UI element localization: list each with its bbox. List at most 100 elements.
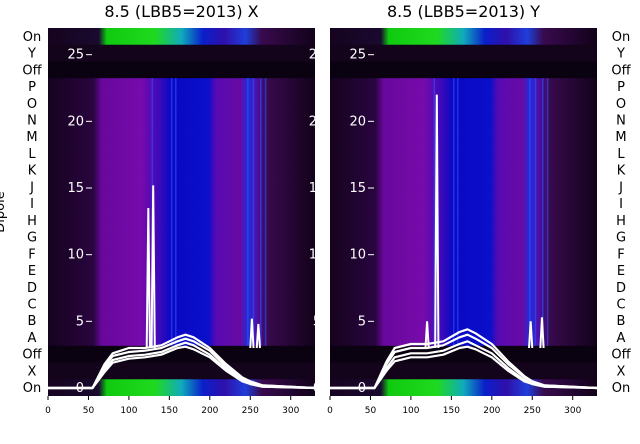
x-tick-label: 300 xyxy=(564,406,581,416)
heatmap-row-off xyxy=(48,61,315,79)
heatmap-streak xyxy=(170,78,173,346)
chart-title: 8.5 (LBB5=2013) X xyxy=(104,2,258,21)
row-label: N xyxy=(27,114,37,129)
heatmap-row-e xyxy=(330,262,597,280)
row-label: C xyxy=(27,298,36,313)
heatmap-row-d xyxy=(48,278,315,297)
row-label: O xyxy=(27,97,37,112)
row-label: O xyxy=(616,97,626,112)
row-label: Y xyxy=(616,47,625,62)
heatmap-streak xyxy=(534,78,537,346)
heatmap-row-x xyxy=(330,362,597,380)
row-label: On xyxy=(23,30,41,45)
heatmap-row-k xyxy=(48,161,315,180)
overlay-series-0 xyxy=(330,328,597,390)
overlay-ytick-label: 25 xyxy=(349,48,366,63)
row-label: X xyxy=(28,364,37,379)
heatmap-row-m xyxy=(330,128,597,146)
heatmap-row-d xyxy=(330,278,597,297)
row-label: A xyxy=(617,331,626,346)
row-label: M xyxy=(615,130,626,145)
heatmap-row-c xyxy=(330,295,597,313)
row-label: Off xyxy=(611,348,631,363)
heatmap-row-y xyxy=(330,44,597,62)
y-axis-label: Dipole xyxy=(0,191,8,232)
heatmap-row-y xyxy=(48,44,315,62)
heatmap-row-j xyxy=(48,178,315,196)
x-tick-label: 100 xyxy=(120,406,137,416)
overlay-series-0 xyxy=(48,333,315,390)
overlay-ytick-label: 5 xyxy=(76,314,84,329)
overlay-ytick-label: 15 xyxy=(349,181,366,196)
overlay-spike-3 xyxy=(539,317,545,349)
chart-title: 8.5 (LBB5=2013) Y xyxy=(387,2,540,21)
overlay-ytick-label-edge: 20 xyxy=(309,114,326,129)
overlay-spike-1 xyxy=(434,94,440,349)
row-label: K xyxy=(28,164,37,179)
heatmap-row-m xyxy=(48,128,315,146)
row-label: F xyxy=(28,247,35,262)
heatmap-row-n xyxy=(48,111,315,129)
overlay-ytick-label-edge: 15 xyxy=(309,181,326,196)
row-label: P xyxy=(617,80,625,95)
overlay-spike-0 xyxy=(145,207,151,349)
heatmap-row-off xyxy=(330,345,597,364)
overlay-ytick-label: 0 xyxy=(358,381,366,396)
heatmap-row-g xyxy=(48,228,315,246)
overlay-spike-2 xyxy=(249,318,255,349)
heatmap-streak xyxy=(259,78,262,346)
heatmap-row-h xyxy=(48,212,315,230)
heatmap-streak xyxy=(264,78,267,346)
x-tick-label: 200 xyxy=(483,406,500,416)
overlay-spike-1 xyxy=(150,185,156,349)
row-label: I xyxy=(619,197,623,212)
overlay-ytick-label: 15 xyxy=(67,181,84,196)
row-label: B xyxy=(617,314,626,329)
heatmap-streak xyxy=(457,78,459,346)
overlay-ytick-label-edge: 0 xyxy=(313,381,321,396)
row-label: Off xyxy=(611,63,631,78)
overlay-ytick-label: 10 xyxy=(349,248,366,263)
x-tick-label: 300 xyxy=(282,406,299,416)
overlay-series-3 xyxy=(48,345,315,390)
overlay-ytick-label: 25 xyxy=(67,48,84,63)
heatmap-streak xyxy=(247,78,249,346)
heatmap-row-on xyxy=(48,28,315,46)
heatmap-row-x xyxy=(48,362,315,380)
x-tick-label: 100 xyxy=(402,406,419,416)
row-label: D xyxy=(616,281,626,296)
row-label: B xyxy=(28,314,37,329)
x-tick-label: 200 xyxy=(201,406,218,416)
overlay-series-1 xyxy=(330,333,597,390)
heatmap-row-o xyxy=(330,94,597,113)
heatmap-streak xyxy=(546,78,549,346)
x-tick-label: 50 xyxy=(83,406,95,416)
x-tick-label: 50 xyxy=(365,406,377,416)
heatmap-row-l xyxy=(330,145,597,163)
row-label: Off xyxy=(22,63,42,78)
x-tick-label: 250 xyxy=(524,406,541,416)
heatmap-row-i xyxy=(48,195,315,213)
row-label: D xyxy=(27,281,37,296)
row-label: L xyxy=(28,147,36,162)
row-label: L xyxy=(617,147,625,162)
row-label: H xyxy=(616,214,626,229)
overlay-ytick-label-edge: 25 xyxy=(309,48,326,63)
overlay-ytick-label: 10 xyxy=(67,248,84,263)
row-label: C xyxy=(616,298,625,313)
row-label: G xyxy=(27,231,37,246)
heatmap-row-off xyxy=(330,61,597,79)
heatmap-row-on xyxy=(330,28,597,46)
heatmap-streak xyxy=(175,78,177,346)
heatmap-row-c xyxy=(48,295,315,313)
heatmap-row-l xyxy=(48,145,315,163)
heatmap-streak xyxy=(529,78,531,346)
row-label: On xyxy=(23,381,41,396)
overlay-series-1 xyxy=(48,337,315,390)
overlay-ytick-label: 20 xyxy=(67,114,84,129)
row-label: N xyxy=(616,114,626,129)
heatmap-row-h xyxy=(330,212,597,230)
overlay-series-3 xyxy=(330,345,597,390)
